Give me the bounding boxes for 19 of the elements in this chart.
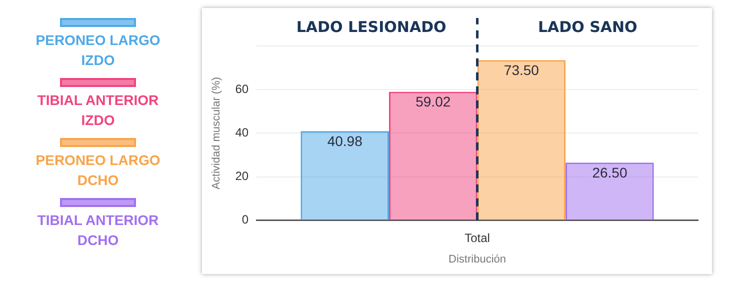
y-axis-title: Actividad muscular (%) <box>210 76 223 190</box>
data-label: 40.98 <box>327 132 363 149</box>
y-tick-label: 60 <box>235 82 249 96</box>
text: LADO LESIONADO <box>296 18 446 36</box>
data-label: 73.50 <box>504 62 540 78</box>
y-tick-label: 40 <box>235 126 249 140</box>
x-axis-title: Distribución <box>448 253 506 266</box>
y-tick-label: 20 <box>235 169 249 184</box>
text: PERONEO LARGO IZDO <box>34 31 162 70</box>
bar <box>566 162 654 220</box>
y-tick-label: 0 <box>242 212 249 227</box>
data-label: 26.50 <box>592 164 628 180</box>
text: TIBIAL ANTERIOR IZDO <box>36 91 160 130</box>
text: TIBIAL ANTERIOR DCHO <box>36 211 160 250</box>
x-tick-label: Total <box>464 230 490 245</box>
text: PERONEO LARGO DCHO <box>34 151 162 190</box>
text: LADO SANO <box>538 18 638 36</box>
bar <box>300 131 389 220</box>
data-label: 59.02 <box>416 94 451 110</box>
